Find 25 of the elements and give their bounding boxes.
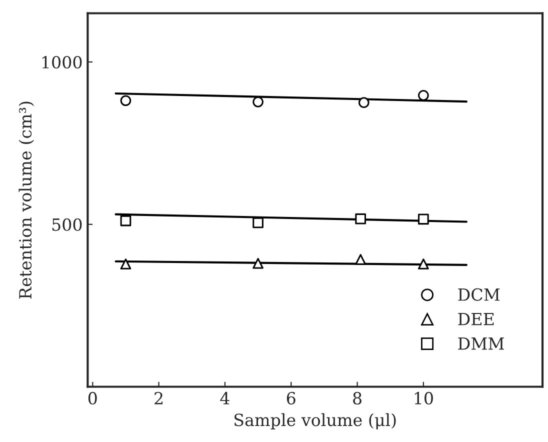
point xyxy=(418,90,429,101)
legend-label: DEE xyxy=(458,312,494,326)
x-tick-label: 4 xyxy=(220,392,230,404)
point xyxy=(252,258,264,269)
x-tick-label: 10 xyxy=(414,392,433,405)
point xyxy=(252,96,264,108)
x-tick-label: 2 xyxy=(154,392,162,404)
x-axis-title: Sample volume (μl) xyxy=(234,413,396,430)
x-tick-label: 0 xyxy=(88,392,97,405)
legend-label: DMM xyxy=(458,337,504,350)
point xyxy=(252,217,264,228)
point xyxy=(358,97,370,108)
point xyxy=(355,254,366,265)
point xyxy=(355,213,366,224)
legend-label: DCM xyxy=(458,288,500,301)
point xyxy=(418,214,429,225)
point xyxy=(120,258,132,270)
y-axis-title: Retention volume (cm³) xyxy=(18,102,34,299)
x-tick-label: 6 xyxy=(286,392,296,405)
point xyxy=(120,215,132,226)
y-tick-label: 500 xyxy=(52,218,82,231)
x-tick-label: 8 xyxy=(353,392,362,405)
point xyxy=(120,95,132,106)
point xyxy=(418,258,429,270)
y-tick-label: 1000 xyxy=(42,56,82,69)
